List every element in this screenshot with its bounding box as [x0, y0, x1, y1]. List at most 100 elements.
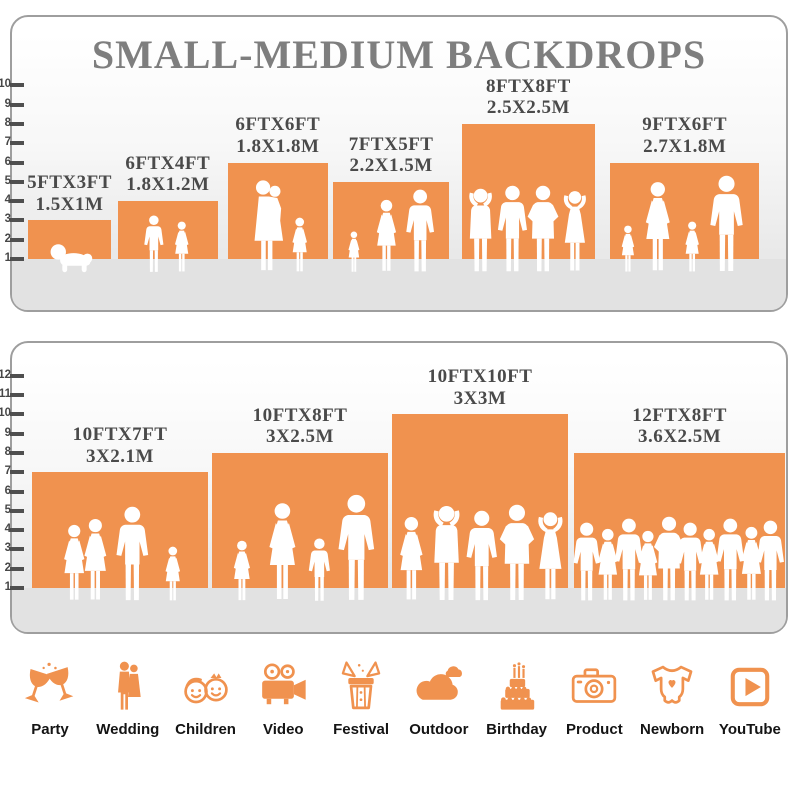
category-label: Birthday — [486, 721, 548, 738]
category-label: Wedding — [96, 721, 160, 738]
axis-tick-mark — [10, 141, 24, 146]
axis-tick-label: 4 — [4, 523, 11, 536]
category-item-wedding: Wedding — [92, 658, 164, 738]
axis-tick-mark — [10, 450, 24, 455]
axis-tick-label: 9 — [4, 97, 11, 110]
size-label-m: 3X2.1M — [86, 445, 154, 467]
axis-tick-mark — [10, 199, 24, 204]
category-item-product: Product — [558, 658, 630, 738]
axis-tick-label: 3 — [4, 542, 11, 555]
page-title: SMALL-MEDIUM BACKDROPS — [91, 32, 707, 77]
axis-tick-mark — [10, 102, 24, 107]
size-label: 6FTX6FT 1.8X1.8M — [235, 114, 320, 157]
small-medium-panel-bottom: 1 2 3 4 5 6 7 8 9 10 11 12 10FTX7FT 3X2.1M 10FTX8FT 3X2… — [0, 341, 788, 634]
size-label: 10FTX10FT 3X3M — [428, 366, 533, 409]
outdoor-icon — [410, 658, 468, 716]
size-label-ft: 10FTX8FT — [252, 404, 348, 426]
newborn-icon — [643, 658, 701, 716]
festival-icon — [332, 658, 390, 716]
category-item-newborn: Newborn — [636, 658, 708, 738]
axis-tick-label: 10 — [0, 407, 11, 420]
size-label-ft: 10FTX10FT — [427, 366, 533, 387]
size-label: 6FTX4FT 1.8X1.2M — [125, 153, 210, 196]
axis-tick-label: 1 — [4, 581, 11, 593]
size-label: 9FTX6FT 2.7X1.8M — [642, 114, 727, 157]
product-icon — [565, 658, 623, 716]
size-label: 10FTX8FT 3X2.5M — [253, 405, 348, 448]
axis-tick-label: 5 — [4, 174, 11, 187]
party-icon — [21, 658, 79, 716]
size-label: 10FTX7FT 3X2.1M — [73, 424, 168, 467]
category-label: Outdoor — [409, 721, 469, 738]
axis-tick-mark — [10, 393, 24, 397]
axis-tick-mark — [10, 121, 24, 126]
size-label-ft: 8FTX8FT — [486, 75, 571, 97]
size-label: 5FTX3FT 1.5X1M — [27, 172, 112, 215]
axis-tick-mark — [10, 412, 24, 417]
size-label-m: 1.8X1.8M — [236, 135, 320, 157]
backdrop-bar-7ftx5ft — [333, 181, 450, 259]
category-item-children: Children — [170, 658, 242, 738]
backdrop-bar-9ftx6ft — [610, 162, 760, 259]
size-label-ft: 10FTX7FT — [72, 423, 168, 445]
axis-tick-label: 4 — [4, 194, 11, 207]
backdrop-bar-5ftx3ft — [28, 220, 111, 259]
birthday-icon — [488, 658, 546, 716]
axis-tick-mark — [10, 83, 24, 88]
axis-tick-mark — [10, 528, 24, 533]
size-label-m: 3X2.5M — [266, 426, 334, 448]
axis-tick-mark — [10, 566, 24, 571]
axis-tick-mark — [10, 489, 24, 494]
category-label: YouTube — [718, 721, 781, 738]
size-label-m: 3X3M — [453, 387, 507, 409]
size-label-m: 3.6X2.5M — [638, 426, 722, 448]
size-label-m: 1.5X1M — [35, 193, 104, 215]
category-label: Product — [566, 721, 623, 738]
axis-tick-mark — [10, 431, 24, 436]
axis-tick-label: 8 — [4, 116, 11, 129]
axis-tick-label: 6 — [4, 484, 11, 497]
axis-tick-mark — [10, 586, 24, 590]
axis-tick-mark — [10, 373, 24, 378]
category-label: Festival — [333, 721, 389, 738]
size-label-m: 2.2X1.5M — [349, 155, 433, 177]
size-label-ft: 9FTX6FT — [642, 114, 728, 136]
axis-tick-label: 12 — [0, 368, 11, 381]
axis-tick-label: 7 — [4, 136, 11, 149]
category-item-birthday: Birthday — [481, 658, 553, 738]
axis-tick-mark — [10, 508, 24, 513]
backdrop-bar-12ftx8ft — [574, 452, 786, 588]
video-icon — [254, 658, 312, 716]
axis-tick-label: 11 — [0, 388, 11, 400]
axis-tick-label: 8 — [4, 445, 11, 458]
axis-tick-label: 1 — [4, 252, 11, 264]
backdrop-bar-6ftx4ft — [118, 201, 218, 259]
size-label-ft: 6FTX4FT — [125, 152, 211, 174]
category-label: Party — [31, 721, 69, 738]
size-label-ft: 12FTX8FT — [632, 404, 727, 426]
axis-tick-label: 6 — [4, 155, 11, 168]
category-item-outdoor: Outdoor — [403, 658, 475, 738]
axis-tick-mark — [10, 218, 24, 223]
axis-tick-label: 10 — [0, 78, 11, 91]
category-item-video: Video — [247, 658, 319, 738]
size-label-m: 2.7X1.8M — [643, 135, 727, 157]
axis-tick-mark — [10, 237, 24, 242]
axis-tick-mark — [10, 470, 24, 475]
axis-tick-mark — [10, 179, 24, 184]
category-label: Newborn — [640, 721, 705, 738]
floor-strip — [12, 259, 786, 310]
axis-tick-label: 9 — [4, 426, 11, 439]
children-icon — [177, 658, 235, 716]
size-label-ft: 5FTX3FT — [27, 172, 112, 194]
backdrop-bar-10ftx7ft — [32, 472, 208, 588]
floor-strip — [12, 588, 786, 632]
youtube-icon — [721, 658, 779, 716]
axis-tick-label: 3 — [4, 213, 11, 226]
axis-tick-label: 2 — [4, 232, 11, 245]
axis-tick-mark — [10, 257, 24, 261]
size-label-m: 1.8X1.2M — [126, 174, 210, 196]
category-label: Children — [175, 721, 236, 738]
size-label: 12FTX8FT 3.6X2.5M — [632, 405, 727, 448]
